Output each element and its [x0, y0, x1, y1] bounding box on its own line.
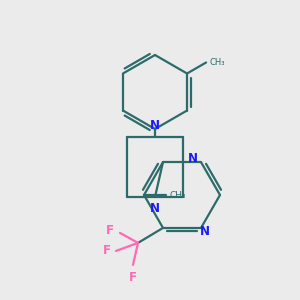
Text: N: N: [188, 152, 198, 165]
Text: CH₃: CH₃: [169, 190, 186, 200]
Text: N: N: [150, 119, 160, 132]
Text: F: F: [103, 244, 111, 257]
Text: F: F: [129, 271, 137, 284]
Text: CH₃: CH₃: [209, 58, 225, 67]
Text: N: N: [150, 202, 160, 215]
Text: F: F: [106, 224, 114, 237]
Text: N: N: [200, 225, 210, 239]
